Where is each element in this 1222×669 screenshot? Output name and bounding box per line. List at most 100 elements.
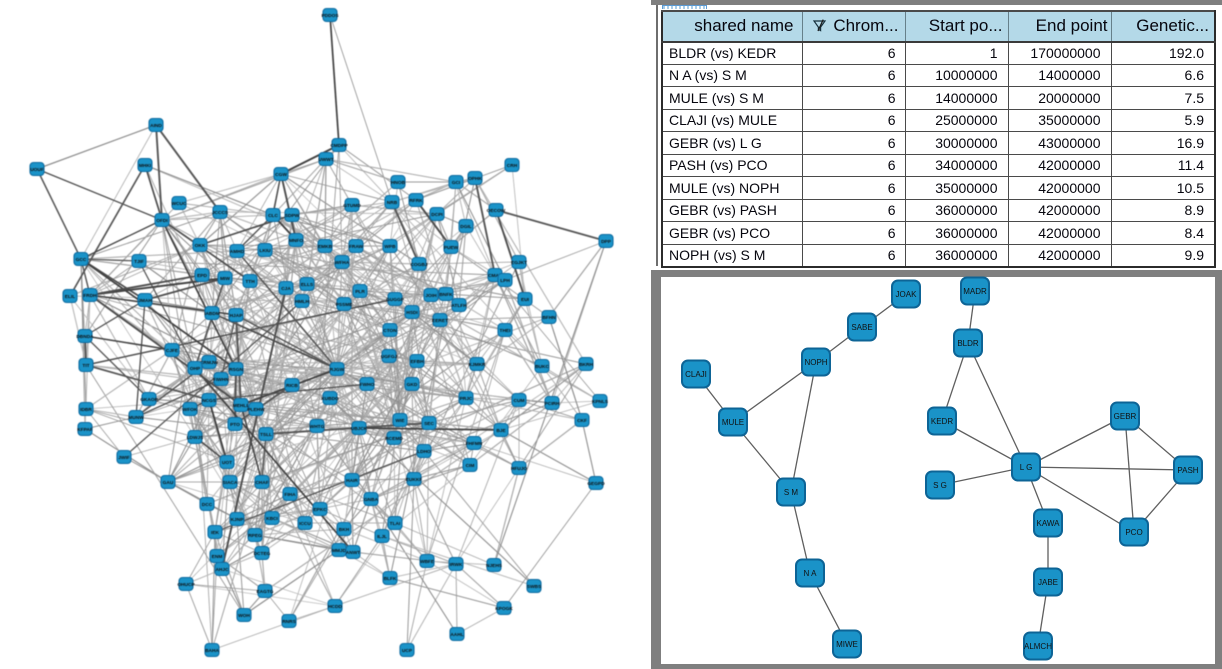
svg-text:ILJL: ILJL [377,534,387,540]
svg-text:PLEHW: PLEHW [247,407,265,413]
svg-text:PDDOS: PDDOS [321,13,339,19]
svg-text:FRAW: FRAW [349,244,364,250]
svg-text:FIWHN: FIWHN [213,377,229,383]
svg-text:WPB: WPB [384,244,396,250]
svg-text:CLC: CLC [268,213,278,219]
svg-text:GKD: GKD [407,382,418,388]
svg-text:EUKKF: EUKKF [406,477,423,483]
svg-text:EGJKT: EGJKT [511,260,527,266]
svg-text:EPD: EPD [197,273,207,279]
svg-text:FIHA: FIHA [284,492,296,498]
svg-text:HAIR: HAIR [346,478,358,484]
svg-text:BKRH: BKRH [579,362,593,368]
svg-text:PSSME: PSSME [336,302,354,308]
svg-text:FHFMN: FHFMN [466,441,483,447]
svg-text:DBNDA: DBNDA [76,334,94,340]
svg-text:WCUC: WCUC [172,201,187,207]
svg-text:BNFK: BNFK [439,292,453,298]
svg-text:MEHLL: MEHLL [233,403,250,409]
svg-text:CIM: CIM [466,463,475,469]
svg-text:HJAP: HJAP [230,313,244,319]
svg-text:OPHK: OPHK [468,176,482,182]
svg-text:CMDPP: CMDPP [330,143,348,149]
svg-text:OHP: OHP [190,366,201,372]
svg-text:ALMCH: ALMCH [1024,642,1052,651]
svg-text:MHKI: MHKI [139,163,152,169]
svg-text:EMKB: EMKB [318,244,333,250]
svg-text:KPOGK: KPOGK [495,606,513,612]
svg-text:NCGS: NCGS [202,398,217,404]
svg-text:KPNLS: KPNLS [592,399,609,405]
svg-text:ELIL: ELIL [65,294,75,300]
svg-text:DCPI: DCPI [431,212,443,218]
svg-text:BKH: BKH [339,527,350,533]
svg-text:DGIL: DGIL [460,224,472,230]
svg-text:CRH: CRH [507,163,518,169]
svg-text:RNRS: RNRS [282,619,296,625]
svg-text:BUKC: BUKC [535,364,549,370]
svg-text:OECOW: OECOW [487,208,506,214]
svg-text:JOIH: JOIH [425,293,437,299]
svg-text:KJNP: KJNP [231,517,245,523]
svg-text:MNFO: MNFO [289,238,303,244]
svg-text:RPEG: RPEG [248,533,262,539]
svg-text:WFHA: WFHA [335,260,350,266]
svg-text:UOT: UOT [222,460,232,466]
svg-text:IRWK: IRWK [450,562,463,568]
svg-text:EAGTG: EAGTG [256,589,273,595]
svg-text:KUBDO: KUBDO [321,396,339,402]
svg-text:NOPH: NOPH [804,358,827,367]
svg-text:RSGN: RSGN [229,367,243,373]
svg-text:KEDR: KEDR [931,417,953,426]
svg-text:S M: S M [784,488,799,497]
svg-text:GCI: GCI [452,180,461,186]
svg-text:PASH: PASH [1177,466,1198,475]
svg-text:RFRK: RFRK [409,198,423,204]
svg-text:GEGPD: GEGPD [587,481,605,487]
svg-text:EERET: EERET [432,318,448,324]
svg-text:GAU: GAU [163,480,174,486]
svg-text:MIW: MIW [220,276,230,282]
svg-text:HNOB: HNOB [391,180,406,186]
svg-text:JABE: JABE [1038,578,1058,587]
svg-text:JCCCS: JCCCS [212,210,229,216]
svg-text:FWHO: FWHO [360,382,375,388]
svg-text:JWIF: JWIF [118,455,130,461]
svg-text:CKF: CKF [577,418,587,424]
svg-text:EUI: EUI [521,297,530,303]
svg-text:IABDM: IABDM [204,311,220,317]
svg-text:CTON: CTON [383,328,397,334]
svg-text:OHUCP: OHUCP [177,582,195,588]
svg-text:UGFGJ: UGFGJ [381,354,398,360]
svg-text:AMHD: AMHD [230,249,245,255]
svg-text:JMAH: JMAH [138,298,152,304]
svg-text:TLAI: TLAI [390,521,401,527]
svg-text:DPP: DPP [601,239,612,245]
svg-text:SWBS: SWBS [527,584,542,590]
svg-text:MMJD: MMJD [332,548,347,554]
svg-text:TSLL: TSLL [260,432,272,438]
svg-text:CMAF: CMAF [488,273,502,279]
svg-text:GKAOP: GKAOP [140,397,158,403]
svg-text:MULE: MULE [722,418,744,427]
svg-text:SABE: SABE [851,323,872,332]
svg-text:AIND: AIND [150,123,162,129]
svg-text:OKK: OKK [195,243,206,249]
svg-text:N A: N A [804,569,818,578]
svg-text:ENM: ENM [212,554,223,560]
svg-text:RICB: RICB [286,383,298,389]
svg-text:DCC: DCC [202,502,213,508]
svg-text:HFUJO: HFUJO [511,466,528,472]
svg-text:MUNW: MUNW [128,415,144,421]
svg-text:COGBJ: COGBJ [410,262,427,268]
svg-text:KJMKR: KJMKR [468,362,486,368]
svg-text:TIT: TIT [82,363,89,369]
svg-text:FRDH: FRDH [83,293,97,299]
svg-text:GCC: GCC [76,257,87,263]
svg-text:GUGGP: GUGGP [386,297,405,303]
svg-text:CHAF: CHAF [255,480,268,486]
svg-text:NJEHS: NJEHS [486,563,503,569]
svg-text:KAWA: KAWA [1037,519,1061,528]
svg-text:EPKC: EPKC [313,507,327,513]
svg-text:RCEMD: RCEMD [385,436,403,442]
